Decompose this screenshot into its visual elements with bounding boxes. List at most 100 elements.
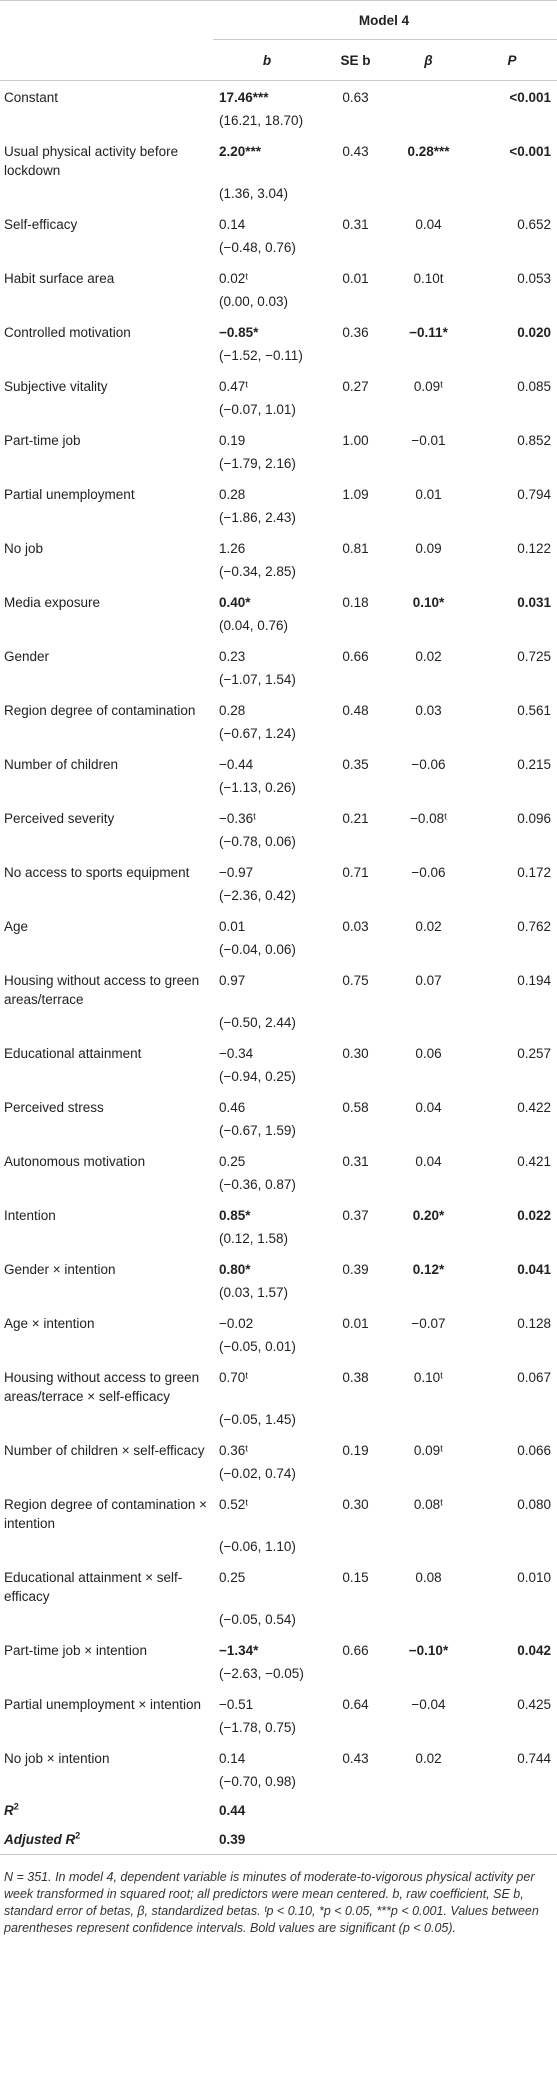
ci-empty-cell	[390, 454, 469, 478]
beta-value: −0.06	[411, 757, 446, 772]
ci-row: (0.12, 1.58)	[0, 1229, 557, 1253]
ci-empty-cell	[469, 346, 557, 370]
se-value: 0.01	[342, 271, 369, 286]
beta-value: 0.09	[415, 541, 442, 556]
confidence-interval: (−0.50, 2.44)	[219, 1015, 296, 1030]
empty-header-cell	[0, 39, 213, 81]
p-value: 0.022	[517, 1208, 552, 1223]
p-value: 0.762	[517, 919, 552, 934]
confidence-interval: (−1.78, 0.75)	[219, 1720, 296, 1735]
p-value: 0.425	[517, 1697, 552, 1712]
ci-empty-cell	[469, 508, 557, 532]
table-row: Subjective vitality 0.47ᵗ 0.27 0.09ᵗ 0.085	[0, 370, 557, 400]
ci-empty-cell	[323, 562, 390, 586]
se-value: 0.58	[342, 1100, 369, 1115]
p-value: 0.422	[517, 1100, 552, 1115]
ci-row: (16.21, 18.70)	[0, 111, 557, 135]
fit-row: Adjusted R2 0.39	[0, 1825, 557, 1855]
confidence-interval: (−1.07, 1.54)	[219, 672, 296, 687]
ci-empty-cell	[0, 1229, 213, 1253]
se-value: 0.63	[342, 90, 369, 105]
table-row: Number of children × self-efficacy 0.36ᵗ 0…	[0, 1434, 557, 1464]
se-value: 0.39	[342, 1262, 369, 1277]
b-value: 0.19	[219, 433, 246, 448]
fit-value: 0.39	[213, 1825, 323, 1855]
ci-empty-cell	[323, 1464, 390, 1488]
ci-empty-cell	[0, 1067, 213, 1091]
ci-empty-cell	[0, 1121, 213, 1145]
beta-value: 0.09ᵗ	[413, 1443, 444, 1458]
ci-empty-cell	[390, 1175, 469, 1199]
ci-row: (−0.07, 1.01)	[0, 400, 557, 424]
row-label: Number of children	[4, 757, 119, 772]
table-row: Media exposure 0.40* 0.18 0.10* 0.031	[0, 586, 557, 616]
fit-value: 0.44	[219, 1803, 246, 1818]
b-value: 0.02ᵗ	[219, 271, 249, 286]
beta-value: 0.28***	[407, 144, 450, 159]
ci-empty-cell	[323, 778, 390, 802]
table-row: Habit surface area 0.02ᵗ 0.01 0.10t 0.053	[0, 262, 557, 292]
beta-value: −0.07	[411, 1316, 446, 1331]
ci-empty-cell	[0, 184, 213, 208]
row-label: Usual physical activity before lockdown	[4, 144, 179, 178]
ci-empty-cell	[390, 400, 469, 424]
ci-empty-cell	[469, 670, 557, 694]
ci-empty-cell	[0, 1664, 213, 1688]
beta-value: −0.01	[411, 433, 446, 448]
column-header-beta: β	[390, 39, 469, 81]
ci-empty-cell	[323, 940, 390, 964]
fit-label-sup: 2	[75, 1830, 81, 1841]
table-row: Part-time job × intention −1.34* 0.66 −0.10…	[0, 1634, 557, 1664]
se-value: 1.00	[342, 433, 369, 448]
confidence-interval: (−0.05, 1.45)	[219, 1412, 296, 1427]
beta-value: −0.11*	[409, 325, 448, 340]
ci-row: (−1.13, 0.26)	[0, 778, 557, 802]
ci-empty-cell	[0, 1337, 213, 1361]
ci-empty-cell	[390, 184, 469, 208]
ci-empty-cell	[390, 1537, 469, 1561]
se-value: 0.36	[342, 325, 369, 340]
ci-row: (−0.67, 1.59)	[0, 1121, 557, 1145]
row-label: Region degree of contamination × intenti…	[4, 1497, 208, 1531]
ci-row: (−0.04, 0.06)	[0, 940, 557, 964]
b-value: −0.34	[219, 1046, 254, 1061]
ci-empty-cell	[323, 292, 390, 316]
ci-empty-cell	[469, 111, 557, 135]
ci-empty-cell	[323, 1410, 390, 1434]
ci-empty-cell	[390, 670, 469, 694]
table-row: Educational attainment −0.34 0.30 0.06 0.257	[0, 1037, 557, 1067]
p-value: 0.794	[517, 487, 552, 502]
se-value: 0.81	[342, 541, 369, 556]
model-title: Model 4	[213, 0, 557, 40]
fit-empty-cell	[390, 1796, 469, 1825]
ci-empty-cell	[323, 616, 390, 640]
se-value: 1.09	[342, 487, 369, 502]
table-row: Gender × intention 0.80* 0.39 0.12* 0.041	[0, 1253, 557, 1283]
p-value: <0.001	[509, 144, 552, 159]
fit-empty-cell	[390, 1825, 469, 1855]
ci-empty-cell	[0, 670, 213, 694]
ci-empty-cell	[323, 1121, 390, 1145]
ci-empty-cell	[469, 1664, 557, 1688]
beta-value: 0.20*	[412, 1208, 445, 1223]
se-value: 0.18	[342, 595, 369, 610]
p-value: 0.020	[517, 325, 552, 340]
confidence-interval: (−0.36, 0.87)	[219, 1177, 296, 1192]
confidence-interval: (−1.52, −0.11)	[219, 348, 303, 363]
table-row: Region degree of contamination 0.28 0.48 0.…	[0, 694, 557, 724]
table-row: Age × intention −0.02 0.01 −0.07 0.128	[0, 1307, 557, 1337]
ci-empty-cell	[323, 1229, 390, 1253]
ci-empty-cell	[390, 1718, 469, 1742]
ci-empty-cell	[390, 1610, 469, 1634]
table-body: Constant 17.46*** 0.63 <0.001 (16.21, 18.70)…	[0, 81, 557, 1855]
ci-empty-cell	[0, 1013, 213, 1037]
ci-row: (−0.78, 0.06)	[0, 832, 557, 856]
row-label: Part-time job	[4, 433, 81, 448]
b-value: 0.52ᵗ	[219, 1497, 249, 1512]
fit-label: R2	[0, 1796, 213, 1825]
ci-empty-cell	[469, 1772, 557, 1796]
ci-empty-cell	[469, 1175, 557, 1199]
b-value: 0.28	[219, 487, 246, 502]
table-row: Housing without access to green areas/te…	[0, 1361, 557, 1410]
